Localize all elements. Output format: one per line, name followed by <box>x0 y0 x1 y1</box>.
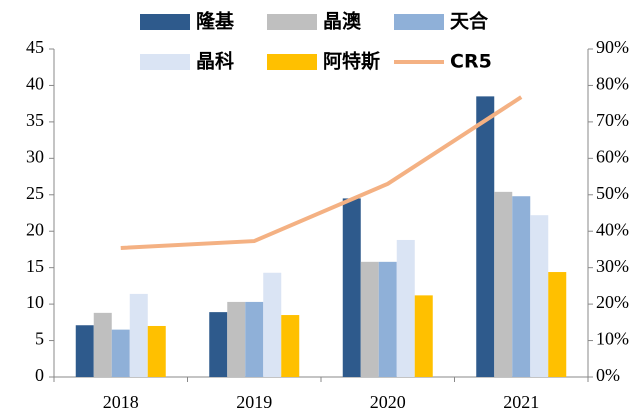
legend-swatch <box>140 54 190 70</box>
bar <box>396 239 415 377</box>
legend-label: 阿特斯 <box>323 50 380 73</box>
bar <box>129 293 148 377</box>
y2-tick-label: 60% <box>596 146 629 166</box>
legend-label: 隆基 <box>196 10 235 33</box>
y-tick-label: 40 <box>26 74 44 94</box>
legend-label: 晶科 <box>196 50 234 73</box>
y2-tick-label: 90% <box>596 37 629 57</box>
bar <box>476 96 495 377</box>
y2-tick-label: 0% <box>596 365 620 385</box>
y-tick-label: 30 <box>26 146 44 166</box>
y2-tick-label: 40% <box>596 219 629 239</box>
legend-swatch <box>394 14 444 30</box>
y-tick-label: 20 <box>26 219 44 239</box>
x-tick-label: 2021 <box>503 392 539 412</box>
bar <box>530 215 549 377</box>
bar <box>227 301 246 377</box>
bar <box>281 315 300 377</box>
bar <box>209 312 228 377</box>
bar <box>263 272 282 377</box>
legend-label: CR5 <box>450 51 492 73</box>
y-tick-label: 25 <box>26 183 44 203</box>
bar <box>414 295 433 377</box>
legend-swatch <box>267 14 317 30</box>
y2-tick-label: 70% <box>596 110 629 130</box>
legend-label: 天合 <box>450 10 489 33</box>
legend-swatch <box>140 14 190 30</box>
bar <box>548 272 567 377</box>
bar <box>75 325 94 377</box>
bar <box>245 301 264 377</box>
y-tick-label: 10 <box>26 292 44 312</box>
bar <box>378 261 397 377</box>
bar <box>512 196 531 377</box>
bar <box>93 312 112 377</box>
y2-tick-label: 30% <box>596 256 629 276</box>
x-tick-label: 2019 <box>236 392 272 412</box>
bar <box>111 329 130 377</box>
y-tick-label: 0 <box>35 365 44 385</box>
bar <box>360 261 379 377</box>
legend-label: 晶澳 <box>323 10 362 33</box>
x-tick-label: 2020 <box>370 392 406 412</box>
legend-swatch <box>267 54 317 70</box>
y2-tick-label: 20% <box>596 292 629 312</box>
line <box>120 95 523 250</box>
y-tick-label: 35 <box>26 110 44 130</box>
y-tick-label: 45 <box>26 37 44 57</box>
y2-tick-label: 80% <box>596 74 629 94</box>
y-tick-label: 5 <box>35 329 44 349</box>
y-tick-label: 15 <box>26 256 44 276</box>
y2-tick-label: 50% <box>596 183 629 203</box>
x-tick-label: 2018 <box>103 392 139 412</box>
bar <box>147 325 166 377</box>
bar <box>342 198 361 377</box>
bar <box>494 191 513 377</box>
y2-tick-label: 10% <box>596 329 629 349</box>
